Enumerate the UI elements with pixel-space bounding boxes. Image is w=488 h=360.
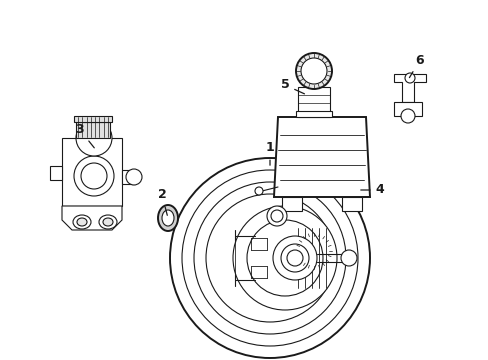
Ellipse shape — [73, 215, 91, 229]
Circle shape — [254, 187, 263, 195]
Text: 3: 3 — [76, 123, 94, 148]
Text: 1: 1 — [265, 141, 274, 165]
Text: 6: 6 — [408, 54, 424, 78]
Circle shape — [81, 163, 107, 189]
Circle shape — [404, 73, 414, 83]
Bar — [50, 166, 62, 180]
Circle shape — [232, 206, 336, 310]
Bar — [282, 197, 302, 211]
Circle shape — [295, 53, 331, 89]
Bar — [74, 116, 112, 122]
Circle shape — [400, 109, 414, 123]
Bar — [76, 122, 110, 138]
Circle shape — [246, 220, 323, 296]
Polygon shape — [273, 117, 369, 197]
Text: 2: 2 — [157, 189, 167, 215]
Polygon shape — [393, 74, 425, 102]
Bar — [122, 170, 134, 184]
Ellipse shape — [77, 218, 87, 226]
Ellipse shape — [158, 205, 178, 231]
Circle shape — [266, 206, 286, 226]
Bar — [393, 102, 421, 116]
Bar — [295, 111, 331, 117]
Circle shape — [74, 156, 114, 196]
Polygon shape — [62, 206, 122, 230]
Circle shape — [301, 58, 326, 84]
Circle shape — [286, 250, 303, 266]
Ellipse shape — [99, 215, 117, 229]
Text: 4: 4 — [360, 184, 384, 197]
Bar — [297, 87, 329, 117]
Text: 5: 5 — [280, 78, 304, 94]
Circle shape — [170, 158, 369, 358]
Circle shape — [272, 236, 316, 280]
Circle shape — [281, 244, 308, 272]
Bar — [341, 197, 361, 211]
Polygon shape — [62, 138, 122, 206]
Circle shape — [76, 120, 112, 156]
Circle shape — [340, 250, 356, 266]
Circle shape — [126, 169, 142, 185]
Ellipse shape — [162, 210, 174, 226]
Ellipse shape — [103, 218, 113, 226]
